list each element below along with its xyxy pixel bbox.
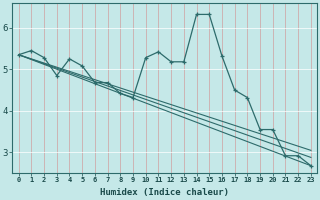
X-axis label: Humidex (Indice chaleur): Humidex (Indice chaleur) xyxy=(100,188,229,197)
